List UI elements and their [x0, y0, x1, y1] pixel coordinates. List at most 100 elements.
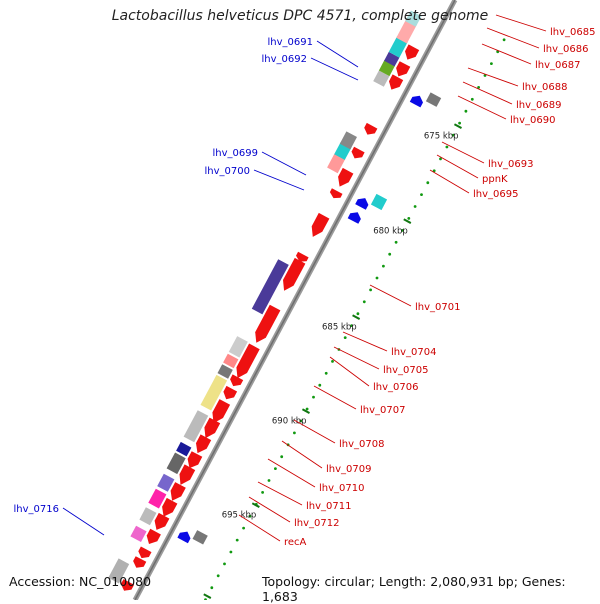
reverse-gene-label: lhv_0688 [522, 82, 567, 93]
track-dot [401, 229, 404, 232]
genome-backbone [132, 0, 458, 602]
reverse-gene-box [251, 259, 289, 315]
leader-line [462, 81, 513, 105]
leader-line [261, 151, 307, 176]
reverse-gene-label: recA [284, 537, 307, 548]
reverse-gene-box [405, 10, 422, 27]
track-dot [458, 121, 461, 125]
track-dot [324, 371, 328, 375]
track-dot [318, 383, 322, 387]
reverse-gene-box [384, 51, 400, 67]
leader-line [329, 356, 370, 387]
track-dot [388, 252, 392, 256]
kbp-tick-label: 695 kbp [222, 511, 257, 521]
reverse-gene-arrow [212, 399, 231, 424]
track-dot [210, 586, 214, 590]
reverse-gene-arrow [255, 304, 281, 343]
reverse-gene-arrow [351, 146, 365, 159]
reverse-gene-arrow [196, 434, 212, 454]
forward-gene-label: lhv_0691 [268, 37, 313, 48]
forward-dot-track [204, 38, 506, 601]
reverse-gene-arrow [311, 212, 330, 237]
track-dot [413, 205, 417, 208]
reverse-gene-box [166, 452, 186, 475]
label-leader-lines [62, 14, 547, 542]
leader-line [238, 514, 281, 542]
track-dot [464, 109, 468, 113]
track-dot [331, 360, 334, 363]
leader-line [310, 57, 359, 81]
reverse-gene-label: lhv_0711 [306, 501, 351, 512]
reverse-gene-label: lhv_0690 [510, 115, 555, 126]
track-dot [223, 562, 226, 566]
leader-line [316, 40, 359, 68]
reverse-gene-label: lhv_0695 [473, 189, 518, 200]
kbp-tick [403, 218, 412, 224]
track-dot [235, 538, 239, 542]
reverse-gene-box [373, 70, 390, 87]
track-dot [490, 62, 493, 65]
track-dot [420, 193, 423, 197]
reverse-gene-box [327, 153, 346, 174]
reverse-gene-arrow [162, 497, 178, 517]
track-dot [312, 395, 315, 399]
reverse-gene-arrow [223, 385, 238, 400]
reverse-gene-arrow [154, 512, 170, 530]
reverse-gene-label: lhv_0686 [543, 44, 588, 55]
leader-line [253, 169, 305, 191]
forward-gene-arrow [355, 198, 369, 210]
reverse-gene-arrow [236, 343, 260, 379]
reverse-gene-box [108, 558, 130, 584]
reverse-gene-arrow [146, 528, 161, 544]
leader-line [429, 169, 470, 194]
reverse-gene-label: lhv_0712 [294, 518, 339, 529]
track-dot [369, 288, 372, 292]
track-dot [362, 300, 366, 304]
kbp-tick [203, 593, 212, 599]
forward-gene-box [370, 193, 388, 211]
track-dot [242, 526, 246, 530]
reverse-gene-label: lhv_0709 [326, 464, 371, 475]
leader-line [293, 419, 336, 444]
reverse-gene-box [223, 353, 239, 369]
track-dot [356, 312, 360, 316]
leader-line [486, 27, 540, 49]
track-dot [274, 467, 277, 470]
track-dot [502, 38, 506, 42]
track-dot [445, 145, 449, 149]
track-dot [261, 491, 264, 494]
reverse-gene-label: lhv_0706 [373, 382, 418, 393]
track-dot [451, 133, 455, 137]
track-dot [267, 479, 271, 482]
leader-line [457, 95, 507, 120]
track-dot [439, 157, 442, 161]
forward-gene-box [192, 530, 208, 545]
track-dot [382, 264, 385, 268]
kbp-tick-label: 690 kbp [272, 417, 307, 427]
backbone-core [134, 0, 456, 601]
reverse-gene-arrow [133, 556, 147, 568]
reverse-gene-label: lhv_0705 [383, 365, 428, 376]
forward-gene-label: lhv_0692 [262, 54, 307, 65]
leader-line [313, 385, 357, 410]
reverse-gene-box [130, 525, 147, 542]
reverse-gene-arrow [283, 257, 306, 291]
reverse-gene-arrow [364, 122, 378, 135]
forward-gene-box [425, 92, 442, 107]
reverse-gene-box [157, 473, 175, 492]
track-dot [432, 169, 436, 173]
reverse-gene-label: lhv_0701 [415, 302, 460, 313]
leader-line [267, 458, 316, 488]
leader-line [342, 331, 388, 352]
leader-line [369, 284, 412, 307]
track-dot [394, 240, 398, 244]
accession-text: Accession: NC_010080 [9, 574, 152, 589]
reverse-gene-arrow [230, 374, 244, 387]
leader-line [248, 496, 291, 523]
reverse-gene-label: lhv_0708 [339, 439, 384, 450]
track-dot [426, 181, 430, 185]
leader-line [62, 507, 105, 536]
kbp-tick-label: 675 kbp [424, 132, 459, 142]
reverse-gene-label: lhv_0687 [535, 60, 580, 71]
